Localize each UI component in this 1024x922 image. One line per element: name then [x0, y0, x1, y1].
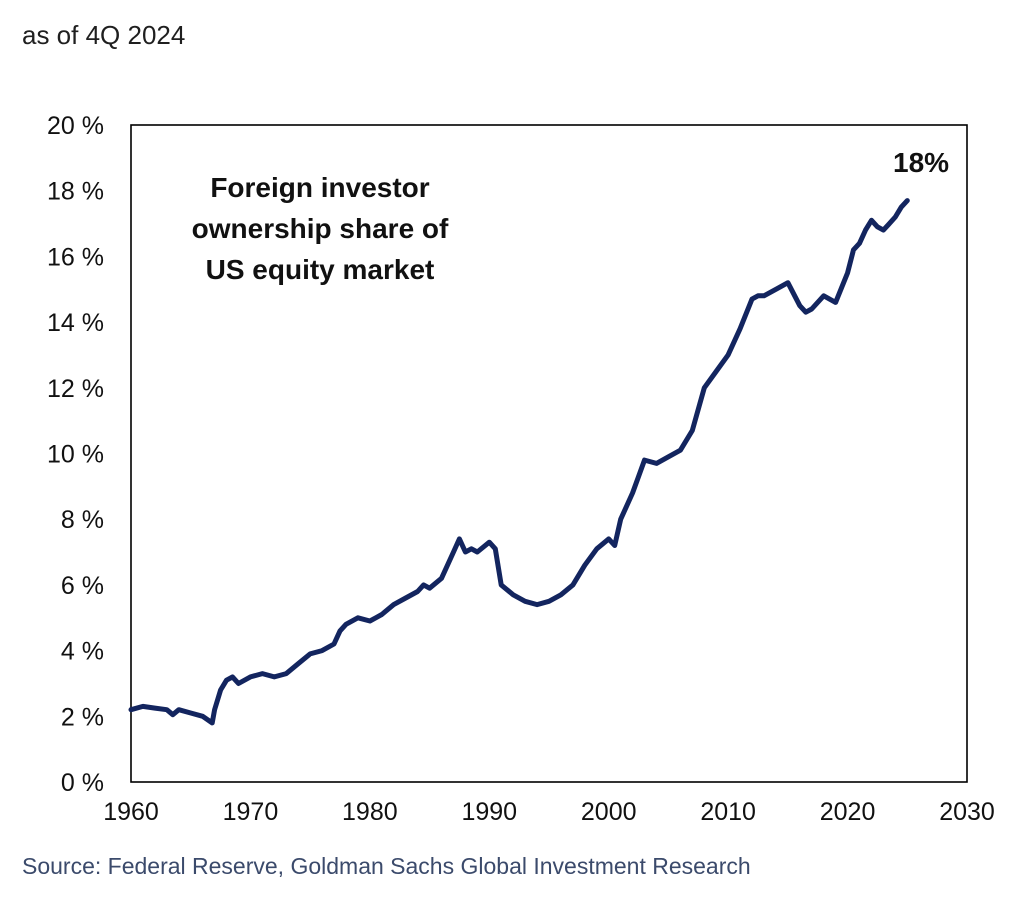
x-tick-label: 1960 [103, 798, 159, 826]
x-tick-label: 1980 [342, 798, 398, 826]
series-line [128, 198, 910, 726]
x-tick-label: 2000 [581, 798, 637, 826]
y-tick-label: 14 % [47, 309, 104, 337]
y-tick-label: 0 % [61, 769, 104, 797]
y-tick-label: 12 % [47, 375, 104, 403]
y-tick-label: 8 % [61, 506, 104, 534]
y-tick-label: 6 % [61, 572, 104, 600]
x-tick-label: 2010 [700, 798, 756, 826]
annotation-line-3: US equity market [206, 254, 435, 285]
x-tick-label: 1970 [223, 798, 279, 826]
end-label: 18% [893, 147, 949, 178]
y-tick-label: 16 % [47, 243, 104, 271]
y-axis: 0 % 2 % 4 % 6 % 8 % 10 % 12 % 14 % 16 % 18 % 20 % [47, 112, 104, 797]
plot-frame [130, 124, 968, 783]
x-tick-label: 2020 [820, 798, 876, 826]
annotation-line-2: ownership share of [192, 213, 449, 244]
y-tick-label: 10 % [47, 441, 104, 469]
source-note: Source: Federal Reserve, Goldman Sachs G… [22, 853, 751, 879]
y-tick-label: 20 % [47, 112, 104, 140]
y-tick-label: 18 % [47, 178, 104, 206]
y-tick-label: 4 % [61, 638, 104, 666]
x-axis: 1960 1970 1980 1990 2000 2010 2020 2030 [103, 798, 995, 826]
annotation-line-1: Foreign investor [210, 172, 429, 203]
y-tick-label: 2 % [61, 703, 104, 731]
x-tick-label: 1990 [461, 798, 517, 826]
x-tick-label: 2030 [939, 798, 995, 826]
chart-subtitle: as of 4Q 2024 [22, 20, 186, 50]
